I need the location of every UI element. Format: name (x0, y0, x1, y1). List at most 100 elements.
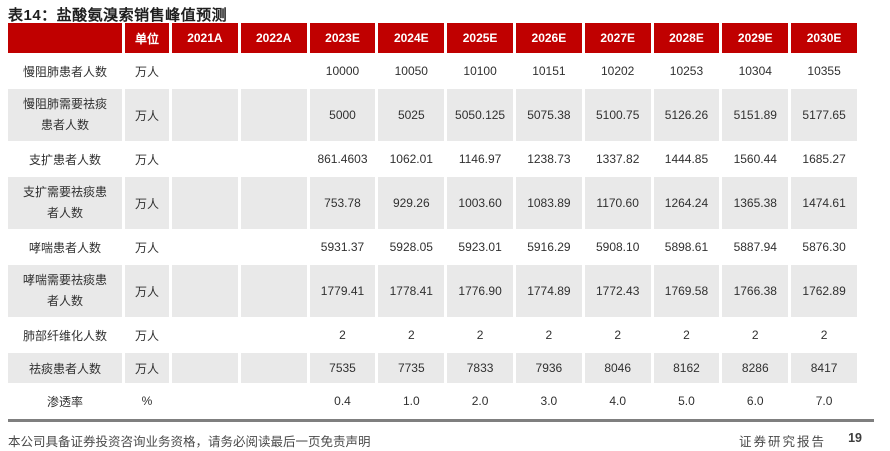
row-label: 慢阻肺患者人数 (8, 56, 122, 86)
table-row: 肺部纤维化人数 万人 2 2 2 2 2 2 2 2 (8, 320, 857, 350)
value-cell: 1776.90 (447, 265, 513, 317)
value-cell: 4.0 (584, 386, 651, 416)
value-cell: 1062.01 (378, 144, 445, 174)
value-cell (240, 232, 307, 262)
value-cell (240, 177, 307, 229)
value-cell: 5908.10 (584, 232, 651, 262)
column-header: 2030E (791, 23, 857, 53)
value-cell: 5876.30 (791, 232, 857, 262)
value-cell: 861.4603 (309, 144, 376, 174)
forecast-table-body: 慢阻肺患者人数 万人 10000 10050 10100 10151 10202 10253 1… (8, 56, 857, 416)
value-cell: 10304 (722, 56, 789, 86)
value-cell: 5916.29 (515, 232, 582, 262)
value-cell: 5075.38 (515, 89, 582, 141)
header-row: 单位 2021A 2022A 2023E 2024E 2025E 2026E 2027E 202… (8, 23, 857, 53)
column-header: 2023E (309, 23, 376, 53)
value-cell: 7.0 (791, 386, 857, 416)
value-cell: 5923.01 (447, 232, 513, 262)
value-cell: 5928.05 (378, 232, 445, 262)
value-cell: 1170.60 (584, 177, 651, 229)
value-cell: 8417 (791, 353, 857, 383)
value-cell: 1778.41 (378, 265, 445, 317)
value-cell: 2 (378, 320, 445, 350)
column-header: 2029E (722, 23, 789, 53)
value-cell: 1083.89 (515, 177, 582, 229)
value-cell (172, 353, 238, 383)
value-cell: 10050 (378, 56, 445, 86)
value-cell: 5.0 (653, 386, 720, 416)
value-cell (240, 265, 307, 317)
value-cell (240, 386, 307, 416)
row-label-line1: 慢阻肺需要祛痰 (22, 97, 107, 111)
value-cell: 2.0 (447, 386, 513, 416)
footer-report-type: 证券研究报告 (738, 435, 826, 449)
column-header: 2028E (653, 23, 720, 53)
table-title: 表14：盐酸氨溴索销售峰值预测 (8, 7, 228, 24)
value-cell: 929.26 (378, 177, 445, 229)
value-cell: 1365.38 (722, 177, 789, 229)
unit-cell: % (125, 386, 169, 416)
row-label-line2: 患者人数 (40, 118, 89, 132)
page-number: 19 (848, 431, 862, 445)
table-row: 哮喘需要祛痰患 者人数 万人 1779.41 1778.41 1776.90 1774.89… (8, 265, 857, 317)
table-row: 祛痰患者人数 万人 7535 7735 7833 7936 8046 8162 8286 8417 (8, 353, 857, 383)
value-cell: 5000 (309, 89, 376, 141)
value-cell: 1474.61 (791, 177, 857, 229)
value-cell: 7735 (378, 353, 445, 383)
header-cell-blank (8, 23, 122, 53)
row-label: 哮喘需要祛痰患 者人数 (8, 265, 122, 317)
value-cell: 8162 (653, 353, 720, 383)
value-cell: 2 (515, 320, 582, 350)
footer-disclaimer: 本公司具备证券投资咨询业务资格，请务必阅读最后一页免责声明 (8, 435, 371, 449)
table-row: 支扩患者人数 万人 861.4603 1062.01 1146.97 1238.73 133… (8, 144, 857, 174)
column-header: 2021A (172, 23, 238, 53)
unit-cell: 万人 (125, 144, 169, 174)
value-cell: 1560.44 (722, 144, 789, 174)
value-cell: 5151.89 (722, 89, 789, 141)
row-label: 支扩患者人数 (8, 144, 122, 174)
value-cell: 5050.125 (447, 89, 513, 141)
row-label-line2: 者人数 (46, 206, 83, 220)
value-cell (172, 232, 238, 262)
value-cell: 6.0 (722, 386, 789, 416)
unit-cell: 万人 (125, 265, 169, 317)
value-cell (172, 144, 238, 174)
table-row: 渗透率% 0.4 1.0 2.0 3.0 4.0 5.0 6.0 7.0 (8, 386, 857, 416)
footer-divider (8, 419, 874, 422)
value-cell: 2 (653, 320, 720, 350)
value-cell: 10202 (584, 56, 651, 86)
value-cell: 2 (584, 320, 651, 350)
value-cell: 2 (447, 320, 513, 350)
row-label: 肺部纤维化人数 (8, 320, 122, 350)
value-cell: 7833 (447, 353, 513, 383)
value-cell: 1003.60 (447, 177, 513, 229)
value-cell: 3.0 (515, 386, 582, 416)
value-cell: 10355 (791, 56, 857, 86)
unit-cell: 万人 (125, 232, 169, 262)
row-label: 慢阻肺需要祛痰 患者人数 (8, 89, 122, 141)
table-row: 慢阻肺患者人数 万人 10000 10050 10100 10151 10202 10253 1… (8, 56, 857, 86)
value-cell: 2 (722, 320, 789, 350)
value-cell: 10100 (447, 56, 513, 86)
value-cell: 1685.27 (791, 144, 857, 174)
value-cell: 5126.26 (653, 89, 720, 141)
value-cell: 8046 (584, 353, 651, 383)
column-header: 2024E (378, 23, 445, 53)
value-cell: 1774.89 (515, 265, 582, 317)
value-cell: 1264.24 (653, 177, 720, 229)
value-cell: 2 (791, 320, 857, 350)
value-cell: 5898.61 (653, 232, 720, 262)
value-cell: 1769.58 (653, 265, 720, 317)
value-cell: 1.0 (378, 386, 445, 416)
value-cell: 8286 (722, 353, 789, 383)
row-label: 支扩需要祛痰患 者人数 (8, 177, 122, 229)
column-header: 2025E (447, 23, 513, 53)
unit-cell: 万人 (125, 56, 169, 86)
unit-cell: 万人 (125, 320, 169, 350)
forecast-table: 单位 2021A 2022A 2023E 2024E 2025E 2026E 2027E 202… (5, 20, 860, 419)
value-cell: 1779.41 (309, 265, 376, 317)
unit-cell: 万人 (125, 89, 169, 141)
value-cell (172, 89, 238, 141)
value-cell (240, 320, 307, 350)
